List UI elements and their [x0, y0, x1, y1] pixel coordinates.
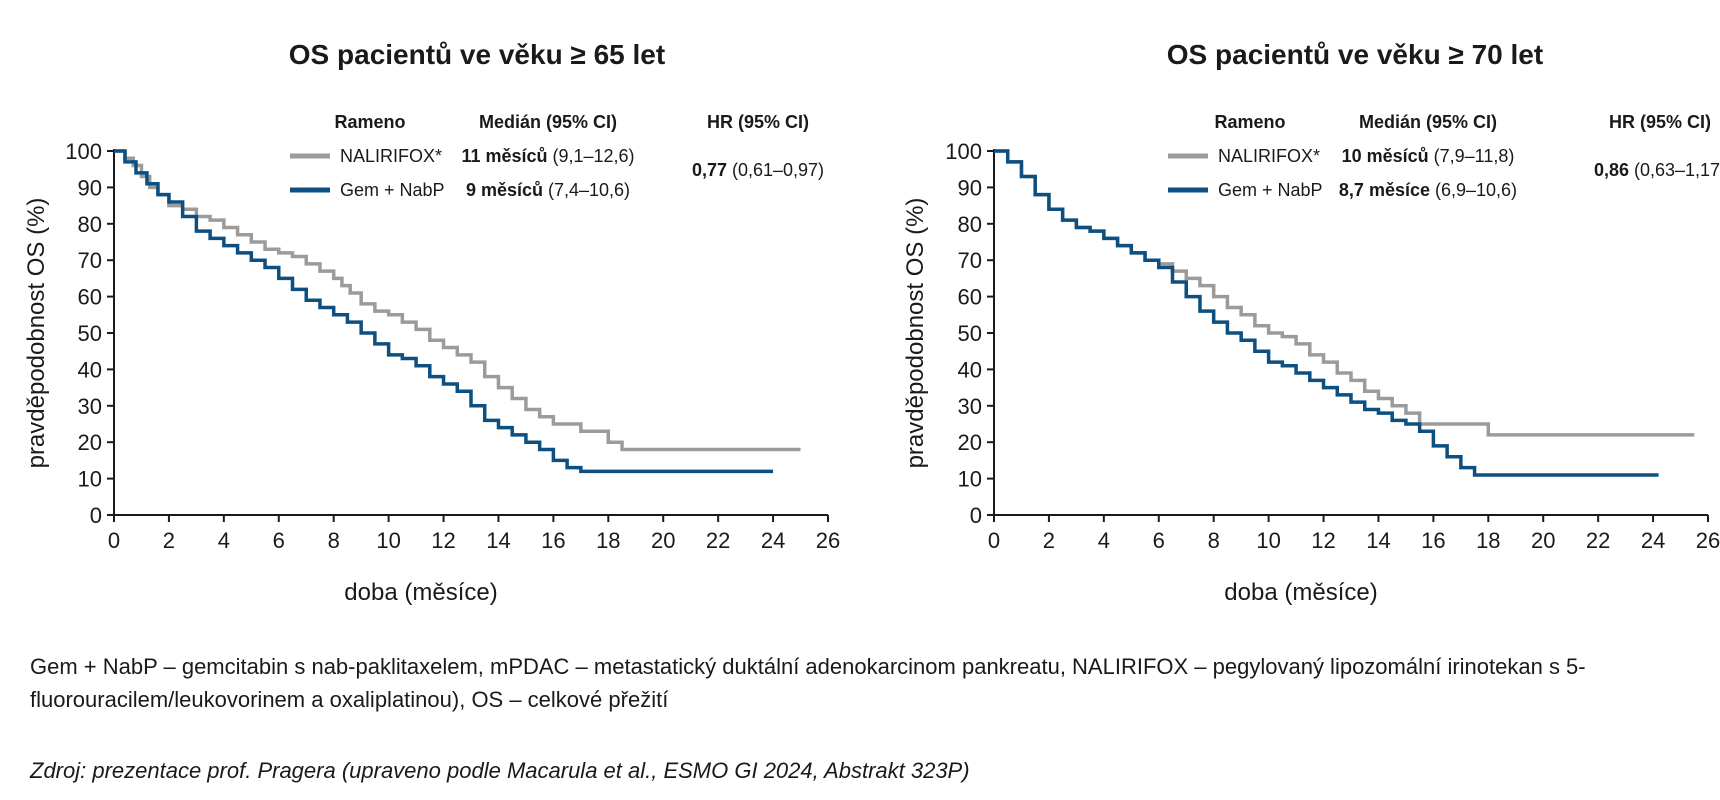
x-tick-label: 0 — [108, 528, 120, 553]
legend-median-value: 8,7 měsíce — [1339, 180, 1430, 200]
x-tick-label: 10 — [1256, 528, 1280, 553]
x-tick-label: 26 — [1696, 528, 1720, 553]
legend-median-value: 11 měsíců — [461, 146, 547, 166]
y-tick-label: 90 — [958, 175, 982, 200]
series-line-gem-nabp — [114, 149, 774, 474]
x-tick-label: 22 — [706, 528, 730, 553]
source-note: Zdroj: prezentace prof. Pragera (upraven… — [30, 758, 970, 783]
y-tick-label: 60 — [958, 285, 982, 310]
x-tick-label: 22 — [1586, 528, 1610, 553]
legend-median: 11 měsíců (9,1–12,6) — [461, 146, 634, 166]
legend-header-median: Medián (95% CI) — [1359, 112, 1497, 132]
y-tick-label: 0 — [970, 503, 982, 528]
y-tick-label: 100 — [65, 139, 102, 164]
x-tick-label: 8 — [1208, 528, 1220, 553]
y-tick-label: 20 — [78, 430, 102, 455]
legend-hr: 0,77 (0,61–0,97) — [692, 160, 824, 180]
series-line-gem-nabp — [994, 149, 1659, 477]
legend-median-ci: (7,4–10,6) — [543, 180, 630, 200]
legend-hr: 0,86 (0,63–1,17) — [1594, 160, 1720, 180]
y-tick-label: 70 — [78, 248, 102, 273]
y-tick-label: 10 — [78, 467, 102, 492]
series-line-nalirifox — [114, 149, 801, 452]
y-tick-label: 90 — [78, 175, 102, 200]
legend-series-name: Gem + NabP — [340, 180, 445, 200]
x-tick-label: 16 — [1421, 528, 1445, 553]
y-tick-label: 30 — [958, 394, 982, 419]
y-tick-label: 100 — [945, 139, 982, 164]
y-tick-label: 40 — [78, 357, 102, 382]
x-tick-label: 18 — [596, 528, 620, 553]
footnote: Gem + NabP – gemcitabin s nab-paklitaxel… — [30, 654, 1586, 712]
legend-median: 9 měsíců (7,4–10,6) — [466, 180, 630, 200]
legend-median: 10 měsíců (7,9–11,8) — [1342, 146, 1515, 166]
x-tick-label: 20 — [1531, 528, 1555, 553]
legend-median-value: 9 měsíců — [466, 180, 543, 200]
x-tick-label: 26 — [816, 528, 840, 553]
x-tick-label: 24 — [761, 528, 785, 553]
legend-header-median: Medián (95% CI) — [479, 112, 617, 132]
y-tick-label: 50 — [958, 321, 982, 346]
legend-header-arm: Rameno — [334, 112, 405, 132]
legend-header-arm: Rameno — [1214, 112, 1285, 132]
legend-series-name: NALIRIFOX* — [1218, 146, 1320, 166]
legend-series-name: NALIRIFOX* — [340, 146, 442, 166]
legend-hr-value: 0,86 — [1594, 160, 1629, 180]
chart-title: OS pacientů ve věku ≥ 70 let — [1167, 39, 1543, 70]
legend-header-hr: HR (95% CI) — [1609, 112, 1711, 132]
y-tick-label: 80 — [958, 212, 982, 237]
legend-median-value: 10 měsíců — [1342, 146, 1429, 166]
y-axis-label: pravděpodobnost OS (%) — [23, 198, 50, 469]
legend-median: 8,7 měsíce (6,9–10,6) — [1339, 180, 1517, 200]
legend-hr-value: 0,77 — [692, 160, 727, 180]
x-axis-label: doba (měsíce) — [1224, 579, 1377, 606]
y-axis-label: pravděpodobnost OS (%) — [902, 198, 929, 469]
x-tick-label: 10 — [376, 528, 400, 553]
chart-title: OS pacientů ve věku ≥ 65 let — [289, 39, 665, 70]
x-tick-label: 8 — [328, 528, 340, 553]
x-tick-label: 6 — [273, 528, 285, 553]
y-tick-label: 30 — [78, 394, 102, 419]
legend-header-hr: HR (95% CI) — [707, 112, 809, 132]
legend-median-ci: (7,9–11,8) — [1429, 146, 1515, 166]
y-tick-label: 0 — [90, 503, 102, 528]
x-tick-label: 12 — [431, 528, 455, 553]
x-tick-label: 2 — [163, 528, 175, 553]
legend-series-name: Gem + NabP — [1218, 180, 1323, 200]
legend-median-ci: (9,1–12,6) — [548, 146, 635, 166]
x-tick-label: 2 — [1043, 528, 1055, 553]
legend-median-ci: (6,9–10,6) — [1430, 180, 1517, 200]
x-tick-label: 14 — [486, 528, 510, 553]
y-tick-label: 50 — [78, 321, 102, 346]
y-tick-label: 40 — [958, 357, 982, 382]
legend-hr-ci: (0,61–0,97) — [727, 160, 824, 180]
x-tick-label: 4 — [1098, 528, 1110, 553]
x-tick-label: 12 — [1311, 528, 1335, 553]
x-tick-label: 24 — [1641, 528, 1665, 553]
x-tick-label: 4 — [218, 528, 230, 553]
x-tick-label: 18 — [1476, 528, 1500, 553]
y-tick-label: 20 — [958, 430, 982, 455]
x-tick-label: 0 — [988, 528, 1000, 553]
x-tick-label: 20 — [651, 528, 675, 553]
x-tick-label: 6 — [1153, 528, 1165, 553]
x-tick-label: 14 — [1366, 528, 1390, 553]
chart-age-70: OS pacientů ve věku ≥ 70 let010203040506… — [902, 39, 1720, 606]
y-tick-label: 10 — [958, 467, 982, 492]
chart-age-65: OS pacientů ve věku ≥ 65 let010203040506… — [23, 39, 840, 606]
legend-hr-ci: (0,63–1,17) — [1629, 160, 1720, 180]
y-tick-label: 70 — [958, 248, 982, 273]
x-axis-label: doba (měsíce) — [344, 579, 497, 606]
y-tick-label: 60 — [78, 285, 102, 310]
x-tick-label: 16 — [541, 528, 565, 553]
km-charts: OS pacientů ve věku ≥ 65 let010203040506… — [23, 39, 1720, 606]
y-tick-label: 80 — [78, 212, 102, 237]
